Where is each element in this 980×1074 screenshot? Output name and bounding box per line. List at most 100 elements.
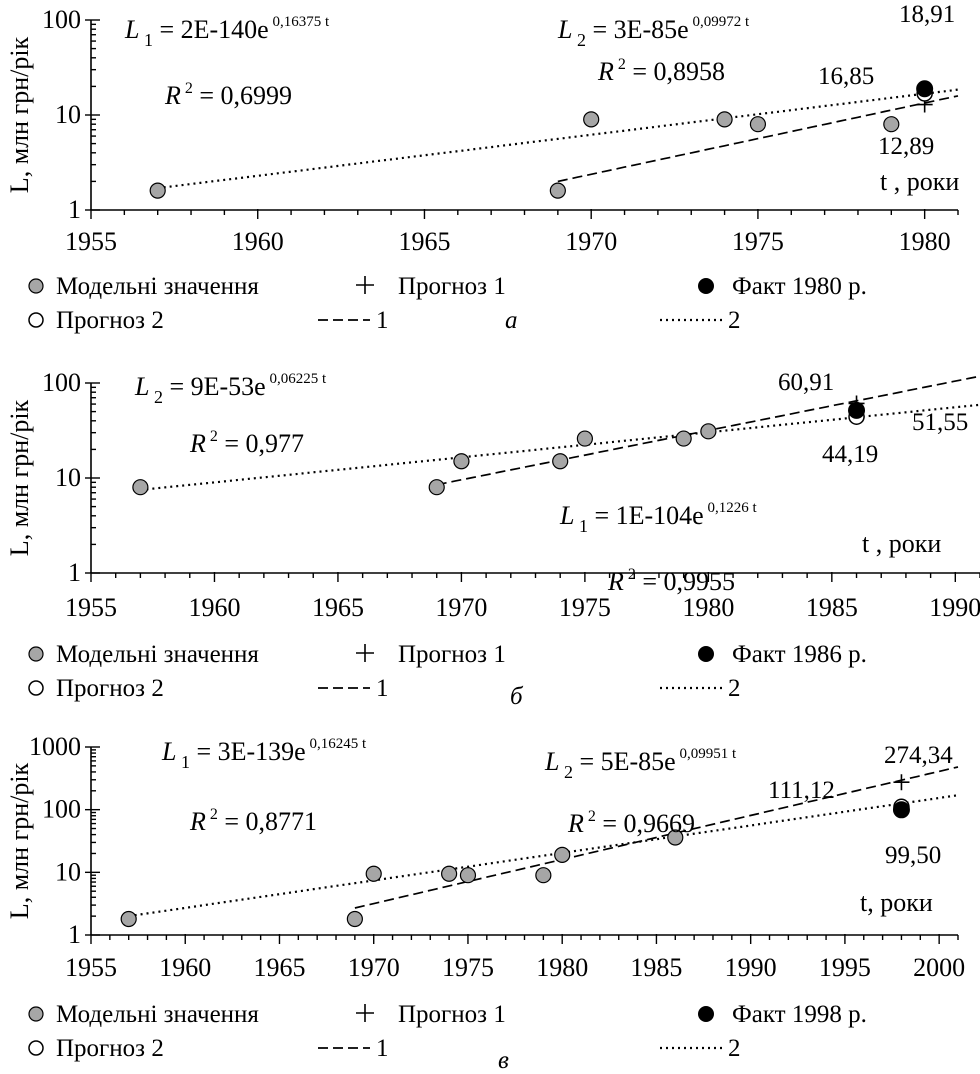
legend-label: Прогноз 2 bbox=[56, 307, 164, 334]
trend-line-2 bbox=[157, 88, 959, 190]
x-tick-label: 1980 bbox=[536, 953, 588, 982]
value-annotation: 111,12 bbox=[768, 777, 835, 804]
x-tick-label: 1970 bbox=[565, 227, 617, 256]
x-tick-label: 1980 bbox=[899, 227, 951, 256]
chart-panel-1: 1 10 100 1955 1960 1965 1970 1975 1980 L, млн грн… bbox=[5, 1, 959, 334]
r-squared: R 2 = 0,6999 bbox=[164, 80, 292, 110]
trend-line-1 bbox=[354, 766, 959, 909]
value-annotation: 51,55 bbox=[912, 409, 968, 436]
legend-label: Прогноз 2 bbox=[56, 1035, 164, 1062]
r-squared: R 2 = 0,8958 bbox=[597, 56, 725, 86]
legend-label: Факт 1998 р. bbox=[732, 1001, 867, 1028]
model-value-point bbox=[716, 111, 733, 128]
value-annotation: 44,19 bbox=[822, 441, 878, 468]
fact-point bbox=[916, 80, 934, 98]
legend-model-icon bbox=[28, 646, 44, 662]
legend-label: Прогноз 1 bbox=[398, 273, 506, 300]
model-value-point bbox=[132, 479, 149, 496]
x-tick-label: 1980 bbox=[682, 593, 734, 622]
x-tick-label: 1960 bbox=[159, 953, 211, 982]
value-annotation: 12,89 bbox=[878, 133, 934, 160]
x-tick-label: 1970 bbox=[348, 953, 400, 982]
x-tick-label: 1985 bbox=[630, 953, 682, 982]
trend-line-2 bbox=[140, 403, 980, 491]
legend-label: Модельні значення bbox=[56, 1001, 259, 1028]
y-tick-label: 10 bbox=[55, 857, 81, 886]
chart-panel-2: 1 10 100 1955 1960 1965 1970 1975 1980 1985 1990 L,… bbox=[5, 368, 980, 710]
y-axis-label: L, млн грн/рік bbox=[5, 399, 34, 556]
legend-label: Факт 1986 р. bbox=[732, 641, 867, 668]
model-value-point bbox=[552, 453, 569, 470]
x-tick-label: 1955 bbox=[65, 593, 117, 622]
r-squared: R 2 = 0,9669 bbox=[567, 808, 695, 838]
trend-line-2 bbox=[128, 794, 959, 918]
legend-model-icon bbox=[28, 1006, 44, 1022]
y-tick-label: 100 bbox=[42, 5, 81, 34]
trend-line-1 bbox=[557, 95, 959, 183]
x-tick-label: 1955 bbox=[65, 227, 117, 256]
y-tick-label: 10 bbox=[55, 100, 81, 129]
model-value-point bbox=[675, 430, 692, 447]
legend-label: 1 bbox=[376, 675, 389, 702]
y-tick-label: 1 bbox=[68, 558, 81, 587]
model-value-point bbox=[667, 829, 684, 846]
model-value-point bbox=[700, 423, 717, 440]
model-value-point bbox=[365, 865, 382, 882]
legend-label: 2 bbox=[728, 307, 741, 334]
legend-plus-icon bbox=[356, 644, 374, 662]
model-value-point bbox=[883, 116, 900, 133]
model-value-point bbox=[441, 865, 458, 882]
y-tick-label: 1 bbox=[68, 195, 81, 224]
forecast-1-point bbox=[893, 774, 910, 791]
model-value-point bbox=[554, 846, 571, 863]
y-tick-label: 1 bbox=[68, 920, 81, 949]
trend-equation: L 1 = 2E-140e 0,16375 t bbox=[124, 14, 330, 50]
r-squared: R 2 = 0,9955 bbox=[607, 566, 735, 596]
y-tick-label: 100 bbox=[42, 795, 81, 824]
legend-fact-icon bbox=[698, 646, 714, 662]
model-value-point bbox=[749, 116, 767, 133]
model-value-point bbox=[428, 479, 445, 496]
x-tick-label: 1960 bbox=[232, 227, 284, 256]
model-value-point bbox=[453, 453, 470, 470]
fact-point bbox=[892, 801, 910, 819]
legend-forecast2-icon bbox=[28, 312, 44, 328]
trend-equation: L 2 = 9E-53e 0,06225 t bbox=[134, 371, 327, 407]
x-tick-label: 1975 bbox=[442, 953, 494, 982]
x-tick-label: 2000 bbox=[913, 953, 965, 982]
panel-label: б bbox=[510, 683, 524, 710]
x-tick-label: 1965 bbox=[398, 227, 450, 256]
legend-label: 2 bbox=[728, 675, 741, 702]
x-tick-label: 1965 bbox=[253, 953, 305, 982]
legend: Модельні значення Прогноз 1 Факт 1986 р. Пр… bbox=[28, 641, 867, 702]
y-axis-label: L, млн грн/рік bbox=[5, 36, 34, 193]
legend-plus-icon bbox=[356, 1004, 374, 1022]
legend-fact-icon bbox=[698, 1006, 714, 1022]
x-tick-label: 1975 bbox=[559, 593, 611, 622]
legend-fact-icon bbox=[698, 278, 714, 294]
model-value-point bbox=[549, 182, 566, 199]
x-tick-label: 1990 bbox=[929, 593, 980, 622]
x-tick-label: 1970 bbox=[435, 593, 487, 622]
trend-equation: L 1 = 3E-139e 0,16245 t bbox=[161, 736, 367, 772]
x-axis-label: t , роки bbox=[862, 529, 941, 558]
model-value-point bbox=[583, 111, 600, 128]
y-tick-label: 1000 bbox=[29, 732, 81, 761]
y-tick-label: 10 bbox=[55, 463, 81, 492]
legend-plus-icon bbox=[356, 276, 374, 294]
legend-label: 1 bbox=[376, 307, 389, 334]
x-axis-label: t, роки bbox=[860, 888, 933, 917]
legend-label: Факт 1980 р. bbox=[732, 273, 867, 300]
legend-label: Модельні значення bbox=[56, 641, 259, 668]
x-tick-label: 1960 bbox=[188, 593, 240, 622]
x-axis-label: t , роки bbox=[880, 167, 959, 196]
value-annotation: 18,91 bbox=[899, 1, 955, 28]
model-value-point bbox=[576, 430, 593, 447]
legend-forecast2-icon bbox=[28, 1040, 44, 1056]
model-value-point bbox=[346, 910, 363, 928]
x-tick-label: 1955 bbox=[65, 953, 117, 982]
value-annotation: 16,85 bbox=[818, 63, 874, 90]
value-annotation: 274,34 bbox=[884, 742, 953, 769]
legend-model-icon bbox=[28, 278, 44, 294]
